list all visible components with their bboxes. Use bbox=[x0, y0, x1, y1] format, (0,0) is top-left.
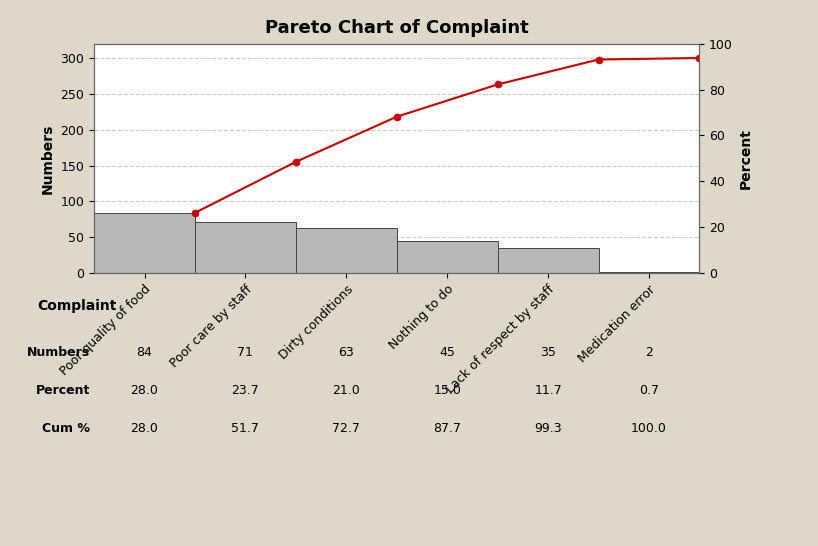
Text: 84: 84 bbox=[137, 346, 152, 359]
Text: 28.0: 28.0 bbox=[131, 422, 159, 435]
Title: Pareto Chart of Complaint: Pareto Chart of Complaint bbox=[265, 19, 528, 37]
Text: 71: 71 bbox=[237, 346, 254, 359]
Text: 2: 2 bbox=[645, 346, 653, 359]
Text: 100.0: 100.0 bbox=[631, 422, 667, 435]
Bar bbox=[296, 228, 397, 273]
Text: 11.7: 11.7 bbox=[534, 384, 562, 397]
Text: 72.7: 72.7 bbox=[332, 422, 360, 435]
Text: Cum %: Cum % bbox=[42, 422, 90, 435]
Text: 87.7: 87.7 bbox=[434, 422, 461, 435]
Text: 0.7: 0.7 bbox=[639, 384, 659, 397]
Text: 63: 63 bbox=[339, 346, 354, 359]
Text: 28.0: 28.0 bbox=[131, 384, 159, 397]
Text: Percent: Percent bbox=[36, 384, 90, 397]
Y-axis label: Percent: Percent bbox=[739, 128, 753, 189]
Bar bbox=[397, 241, 497, 273]
Text: 51.7: 51.7 bbox=[231, 422, 259, 435]
Bar bbox=[497, 248, 599, 273]
Text: Complaint: Complaint bbox=[37, 299, 116, 313]
Bar bbox=[599, 271, 699, 273]
Bar bbox=[195, 222, 296, 273]
Text: 15.0: 15.0 bbox=[434, 384, 461, 397]
Text: 21.0: 21.0 bbox=[332, 384, 360, 397]
Text: 99.3: 99.3 bbox=[534, 422, 562, 435]
Text: 35: 35 bbox=[540, 346, 556, 359]
Y-axis label: Numbers: Numbers bbox=[41, 123, 55, 193]
Text: Numbers: Numbers bbox=[27, 346, 90, 359]
Text: 23.7: 23.7 bbox=[231, 384, 259, 397]
Bar bbox=[94, 213, 195, 273]
Text: 45: 45 bbox=[439, 346, 455, 359]
